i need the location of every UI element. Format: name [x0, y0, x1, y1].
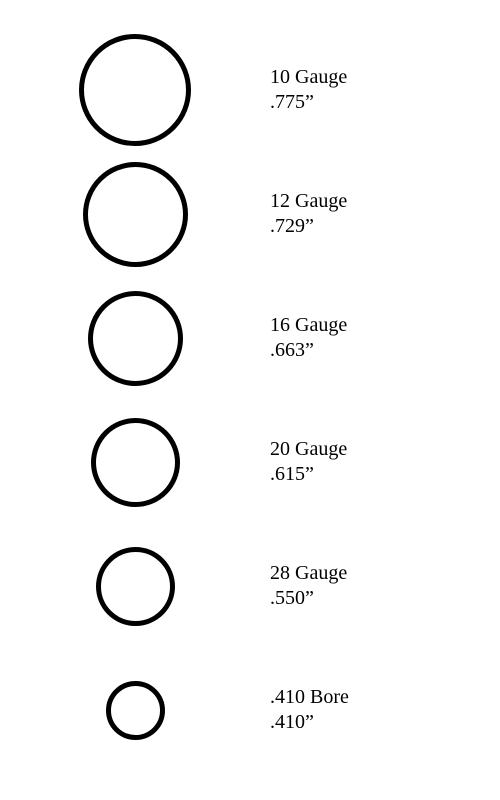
circle-cell [0, 162, 270, 267]
gauge-circle-16 [88, 291, 183, 386]
circle-cell [0, 34, 270, 146]
gauge-label: 28 Gauge .550” [270, 561, 500, 611]
gauge-circle-28 [96, 547, 175, 626]
gauge-circle-20 [91, 418, 180, 507]
gauge-name: 10 Gauge [270, 65, 347, 90]
circle-cell [0, 291, 270, 386]
gauge-name: 28 Gauge [270, 561, 347, 586]
gauge-label: 10 Gauge .775” [270, 65, 500, 115]
gauge-circle-10 [79, 34, 191, 146]
gauge-label: .410 Bore .410” [270, 685, 500, 735]
gauge-name: 12 Gauge [270, 189, 347, 214]
gauge-circle-12 [83, 162, 188, 267]
gauge-name: .410 Bore [270, 685, 349, 710]
circle-cell [0, 681, 270, 740]
gauge-measurement: .775” [270, 90, 314, 115]
gauge-measurement: .663” [270, 338, 314, 363]
gauge-label: 20 Gauge .615” [270, 437, 500, 487]
gauge-row: 10 Gauge .775” [0, 28, 500, 152]
gauge-measurement: .729” [270, 214, 314, 239]
gauge-name: 20 Gauge [270, 437, 347, 462]
gauge-label: 12 Gauge .729” [270, 189, 500, 239]
gauge-row: 20 Gauge .615” [0, 400, 500, 524]
circle-cell [0, 547, 270, 626]
gauge-label: 16 Gauge .663” [270, 313, 500, 363]
gauge-measurement: .615” [270, 462, 314, 487]
gauge-row: 16 Gauge .663” [0, 276, 500, 400]
gauge-circle-410 [106, 681, 165, 740]
gauge-measurement: .550” [270, 586, 314, 611]
circle-cell [0, 418, 270, 507]
gauge-measurement: .410” [270, 710, 314, 735]
gauge-row: 28 Gauge .550” [0, 524, 500, 648]
gauge-name: 16 Gauge [270, 313, 347, 338]
gauge-diagram: 10 Gauge .775” 12 Gauge .729” 16 Gauge .… [0, 0, 500, 800]
gauge-row: 12 Gauge .729” [0, 152, 500, 276]
gauge-row: .410 Bore .410” [0, 648, 500, 772]
